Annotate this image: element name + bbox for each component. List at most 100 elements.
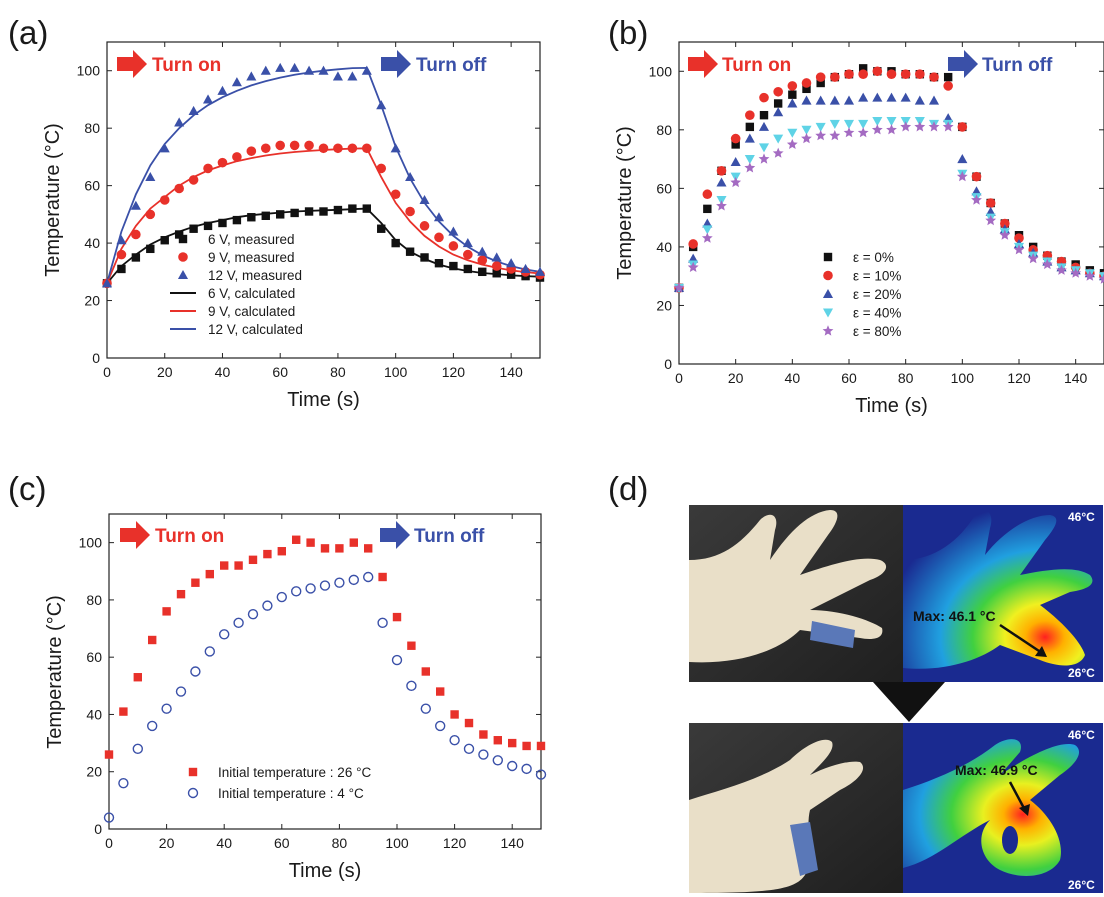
data-point bbox=[116, 249, 127, 260]
y-tick-label: 20 bbox=[84, 293, 100, 309]
data-point bbox=[493, 736, 502, 745]
x-tick-label: 20 bbox=[157, 364, 173, 380]
data-point bbox=[318, 65, 329, 75]
data-point bbox=[348, 204, 357, 213]
data-point bbox=[289, 140, 300, 151]
data-point bbox=[189, 224, 198, 233]
data-point bbox=[449, 261, 458, 271]
y-tick-label: 20 bbox=[86, 764, 102, 780]
data-point bbox=[985, 206, 996, 216]
data-point bbox=[275, 140, 286, 151]
data-point bbox=[900, 121, 912, 132]
finger-heater bbox=[810, 621, 855, 648]
turn-off-label: Turn off bbox=[982, 55, 1053, 76]
legend-label: 12 V, calculated bbox=[208, 322, 303, 337]
down-arrow-icon bbox=[873, 682, 945, 722]
data-point bbox=[1070, 267, 1082, 278]
panel-label-b: (b) bbox=[608, 14, 648, 51]
plot-frame bbox=[106, 41, 541, 359]
data-point bbox=[801, 78, 812, 88]
data-point bbox=[536, 741, 546, 751]
y-tick-label: 100 bbox=[77, 63, 101, 79]
data-point bbox=[985, 214, 997, 226]
data-point bbox=[433, 212, 445, 222]
x-tick-label: 140 bbox=[501, 835, 525, 851]
data-point bbox=[405, 247, 415, 256]
turn-on-label: Turn on bbox=[722, 55, 791, 76]
legend-label: 6 V, measured bbox=[208, 232, 295, 247]
data-point bbox=[159, 143, 170, 153]
data-point bbox=[1041, 258, 1053, 270]
max-reading-bottom: Max: 46.9 °C bbox=[955, 762, 1038, 778]
legend-marker bbox=[822, 325, 834, 336]
legend-label: ε = 20% bbox=[853, 287, 901, 302]
data-point bbox=[801, 125, 812, 135]
y-axis-title: Temperature (°C) bbox=[614, 126, 636, 280]
data-point bbox=[463, 743, 475, 755]
data-point bbox=[448, 226, 459, 236]
data-point bbox=[148, 635, 157, 645]
data-point bbox=[390, 189, 401, 200]
data-point bbox=[392, 612, 402, 622]
data-point bbox=[378, 572, 387, 582]
x-tick-label: 20 bbox=[159, 835, 175, 851]
chart-c: 0 20 40 60 80 100 120 140 0 20 40 60 80 100 Time (s) Te… bbox=[44, 513, 547, 882]
data-point bbox=[232, 152, 242, 162]
data-point bbox=[160, 236, 169, 245]
data-point bbox=[319, 207, 328, 216]
legend-label: 12 V, measured bbox=[208, 268, 302, 283]
turn-on-label: Turn on bbox=[155, 526, 224, 547]
data-point bbox=[220, 561, 229, 570]
data-point bbox=[957, 154, 968, 164]
data-point bbox=[205, 569, 214, 579]
data-point bbox=[391, 238, 400, 248]
data-point bbox=[435, 720, 446, 732]
data-point bbox=[886, 124, 897, 135]
legend-marker bbox=[822, 308, 834, 318]
data-point bbox=[971, 186, 982, 196]
data-point bbox=[162, 607, 171, 616]
turn-on-arrow-icon bbox=[117, 50, 147, 78]
data-point bbox=[971, 194, 982, 205]
data-point bbox=[773, 107, 784, 117]
data-point bbox=[716, 177, 727, 187]
data-point bbox=[858, 69, 868, 79]
legend-marker bbox=[188, 767, 198, 777]
data-point bbox=[758, 143, 770, 153]
data-point bbox=[304, 140, 314, 151]
panel-label-d: (d) bbox=[608, 470, 648, 507]
series-line bbox=[106, 147, 541, 284]
data-point bbox=[477, 246, 488, 256]
data-point bbox=[521, 763, 532, 775]
plot-frame bbox=[108, 513, 542, 830]
data-point bbox=[260, 143, 271, 154]
data-point bbox=[146, 244, 155, 254]
data-point bbox=[347, 71, 358, 81]
data-point bbox=[745, 122, 755, 132]
data-point bbox=[492, 755, 503, 766]
data-point bbox=[275, 62, 286, 72]
data-point bbox=[730, 156, 741, 167]
data-point bbox=[491, 252, 502, 262]
data-point bbox=[479, 730, 488, 739]
data-point bbox=[119, 707, 128, 716]
data-point bbox=[202, 94, 214, 104]
data-point bbox=[104, 750, 114, 759]
thermal-max-top: 46°C bbox=[1068, 510, 1095, 524]
data-point bbox=[130, 200, 141, 210]
data-point bbox=[377, 224, 386, 233]
max-reading-top: Max: 46.1 °C bbox=[913, 608, 996, 624]
data-point bbox=[787, 128, 798, 138]
data-point bbox=[786, 138, 798, 149]
data-point bbox=[117, 264, 126, 274]
data-point bbox=[702, 225, 713, 235]
data-point bbox=[248, 555, 258, 565]
data-point bbox=[218, 629, 230, 640]
annotation-b: Turn on Turn off bbox=[688, 50, 1053, 78]
data-point bbox=[830, 72, 840, 82]
data-point bbox=[745, 110, 755, 120]
x-axis-title: Time (s) bbox=[855, 395, 928, 417]
data-point bbox=[419, 194, 430, 205]
x-tick-label: 100 bbox=[951, 370, 975, 386]
data-point bbox=[133, 673, 142, 682]
